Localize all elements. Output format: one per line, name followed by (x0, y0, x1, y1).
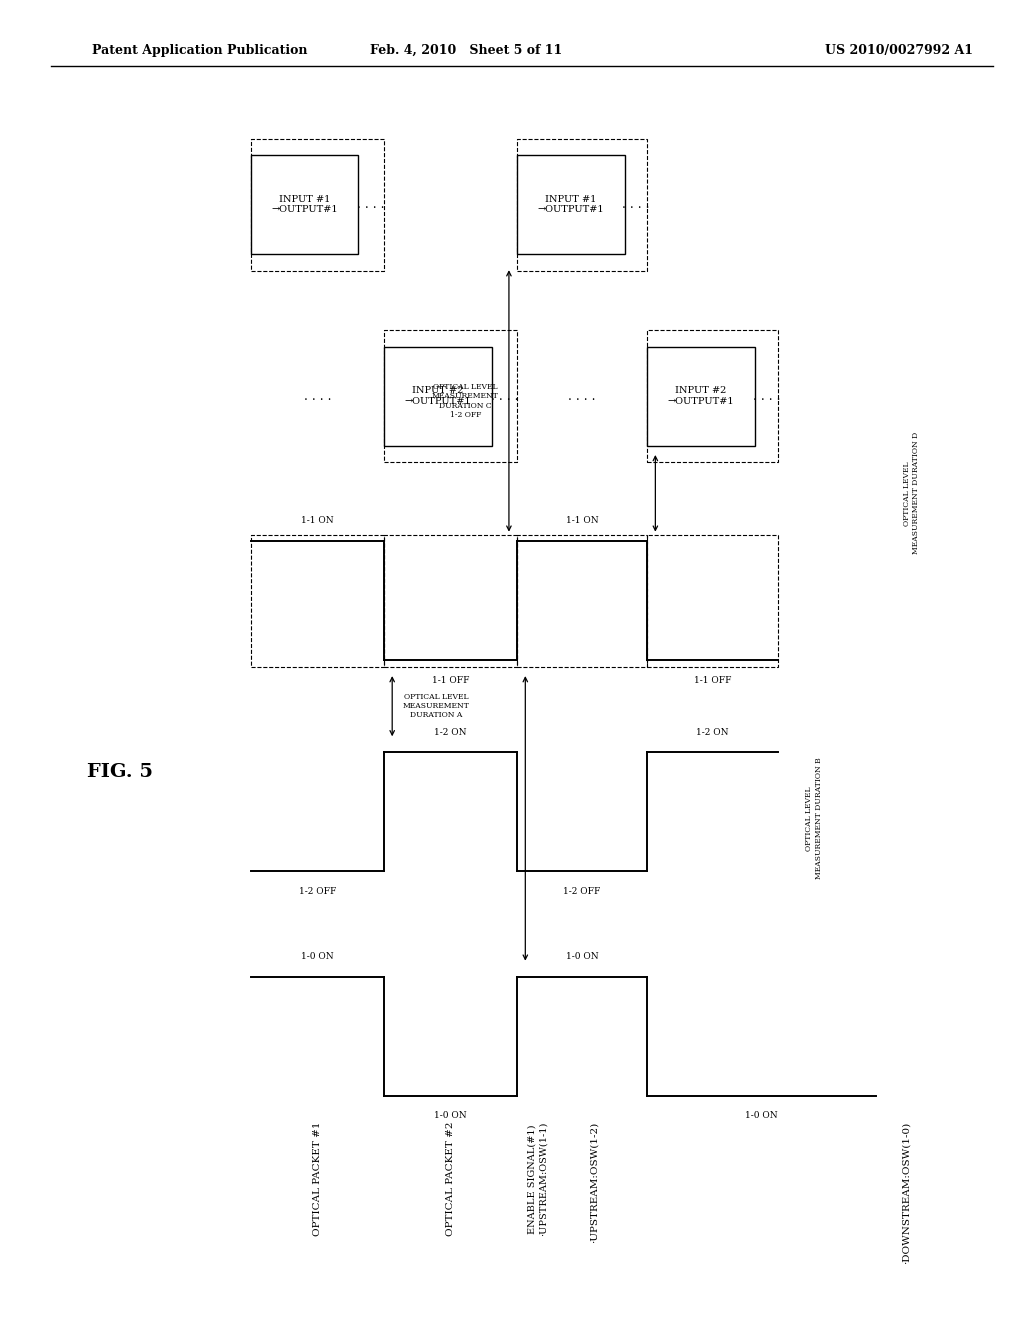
Text: ·UPSTREAM:OSW(1-2): ·UPSTREAM:OSW(1-2) (590, 1122, 598, 1243)
Text: 1-0 ON: 1-0 ON (301, 952, 334, 961)
Text: OPTICAL PACKET #2: OPTICAL PACKET #2 (446, 1122, 455, 1237)
Bar (647, 330, 778, 462)
Bar (251, 535, 384, 667)
Text: 1-2 ON: 1-2 ON (696, 727, 729, 737)
Bar (647, 346, 755, 446)
Text: OPTICAL LEVEL
MEASUREMENT DURATION D: OPTICAL LEVEL MEASUREMENT DURATION D (903, 432, 920, 554)
Text: . . . .: . . . . (753, 389, 780, 403)
Text: INPUT #2
→OUTPUT#1: INPUT #2 →OUTPUT#1 (668, 387, 734, 405)
Text: FIG. 5: FIG. 5 (87, 763, 153, 781)
Text: Feb. 4, 2010   Sheet 5 of 11: Feb. 4, 2010 Sheet 5 of 11 (370, 44, 562, 57)
Text: . . . .: . . . . (623, 198, 649, 211)
Text: INPUT #1
→OUTPUT#1: INPUT #1 →OUTPUT#1 (271, 195, 338, 214)
Text: 1-0 ON: 1-0 ON (434, 1111, 467, 1121)
Text: OPTICAL PACKET #1: OPTICAL PACKET #1 (313, 1122, 322, 1237)
Text: . . . .: . . . . (568, 389, 596, 403)
Text: 1-1 OFF: 1-1 OFF (432, 676, 469, 685)
Bar (647, 535, 778, 667)
Bar (517, 139, 647, 271)
Text: . . . .: . . . . (490, 389, 518, 403)
Bar (384, 330, 517, 462)
Text: 1-2 ON: 1-2 ON (434, 727, 467, 737)
Text: INPUT #1
→OUTPUT#1: INPUT #1 →OUTPUT#1 (538, 195, 604, 214)
Text: 1-1 ON: 1-1 ON (566, 516, 598, 525)
Text: 1-1 OFF: 1-1 OFF (694, 676, 731, 685)
Bar (384, 346, 492, 446)
Bar (517, 154, 625, 253)
Text: 1-0 ON: 1-0 ON (566, 952, 598, 961)
Text: Patent Application Publication: Patent Application Publication (92, 44, 307, 57)
Text: 1-0 ON: 1-0 ON (745, 1111, 777, 1121)
Text: OPTICAL LEVEL
MEASUREMENT
DURATION A: OPTICAL LEVEL MEASUREMENT DURATION A (402, 693, 469, 719)
Text: ENABLE SIGNAL(#1)
·UPSTREAM:OSW(1-1): ENABLE SIGNAL(#1) ·UPSTREAM:OSW(1-1) (528, 1122, 547, 1237)
Text: 1-2 OFF: 1-2 OFF (563, 887, 601, 896)
Text: . . . .: . . . . (304, 389, 331, 403)
Text: INPUT #2
→OUTPUT#1: INPUT #2 →OUTPUT#1 (404, 387, 471, 405)
Text: 1-1 ON: 1-1 ON (301, 516, 334, 525)
Text: OPTICAL LEVEL
MEASUREMENT
DURATION C
1-2 OFF: OPTICAL LEVEL MEASUREMENT DURATION C 1-2… (432, 383, 499, 418)
Bar (384, 535, 517, 667)
Bar (251, 139, 384, 271)
Text: OPTICAL LEVEL
MEASUREMENT DURATION B: OPTICAL LEVEL MEASUREMENT DURATION B (806, 758, 822, 879)
Bar (251, 154, 358, 253)
Text: ·DOWNSTREAM:OSW(1-0): ·DOWNSTREAM:OSW(1-0) (902, 1122, 910, 1265)
Bar (517, 535, 647, 667)
Text: . . . .: . . . . (357, 198, 385, 211)
Text: US 2010/0027992 A1: US 2010/0027992 A1 (824, 44, 973, 57)
Text: 1-2 OFF: 1-2 OFF (299, 887, 336, 896)
